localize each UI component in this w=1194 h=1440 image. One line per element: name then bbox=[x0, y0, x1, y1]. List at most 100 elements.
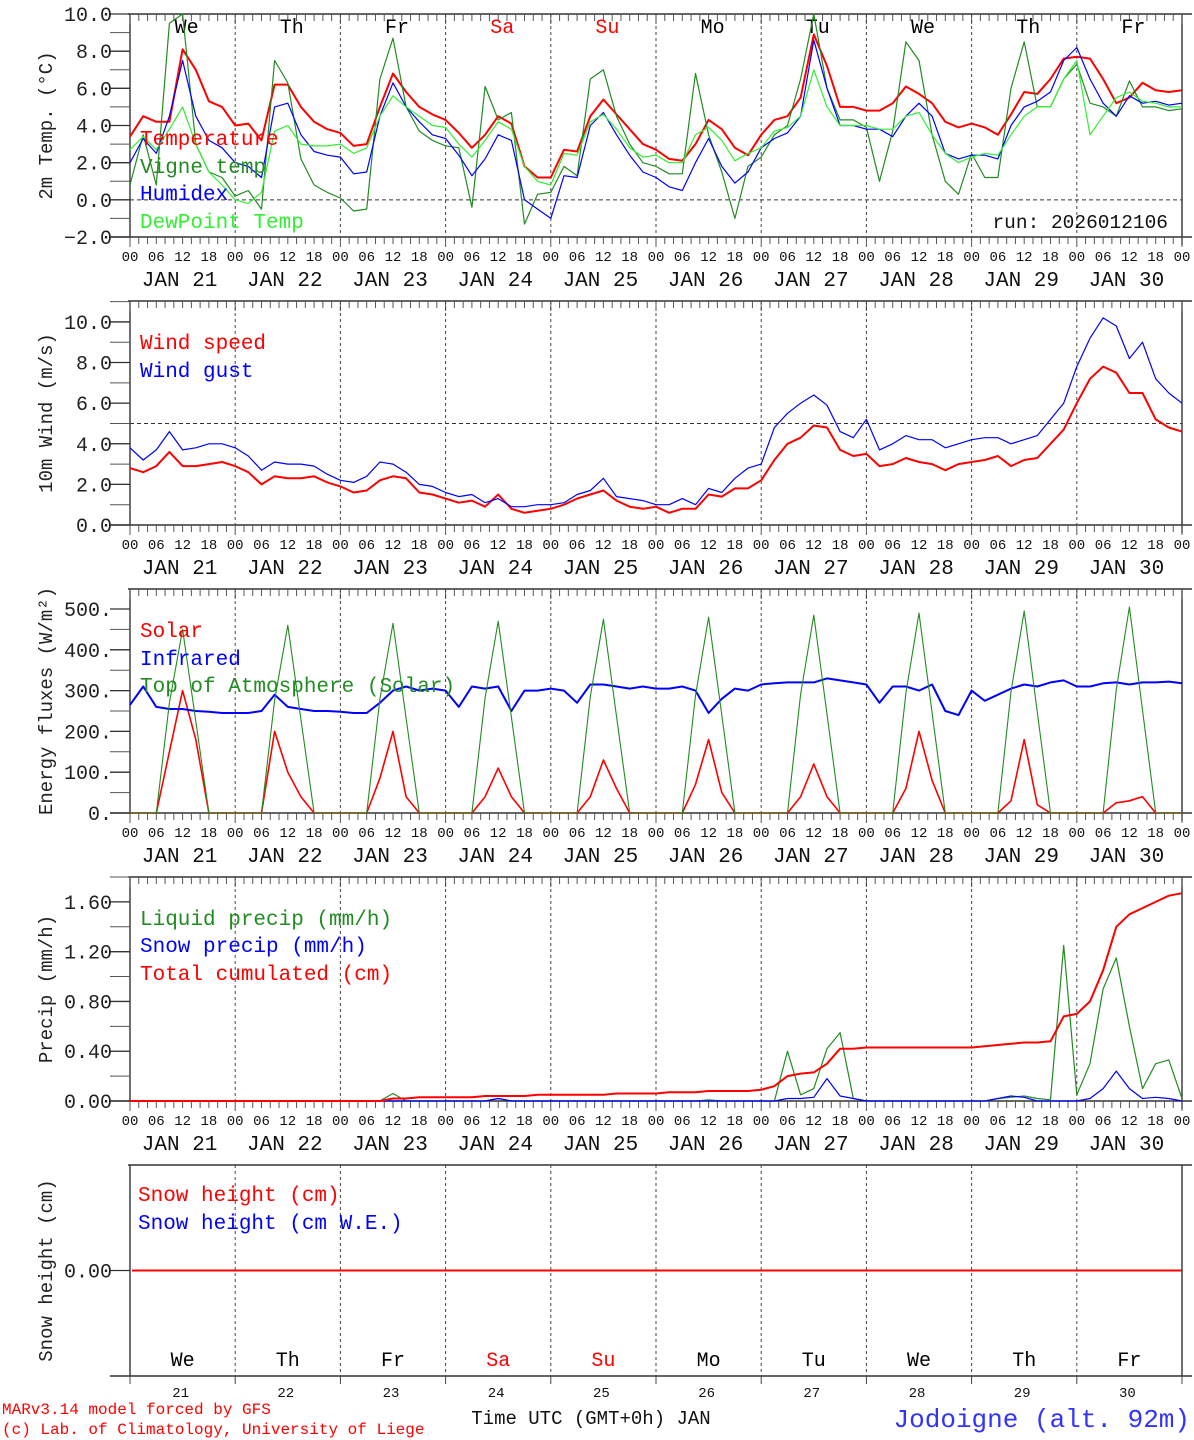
hour-tick-label: 18 bbox=[411, 1114, 428, 1130]
hour-tick-label: 00 bbox=[963, 826, 980, 842]
weekday-label: Sa bbox=[490, 17, 514, 40]
hour-tick-label: 06 bbox=[253, 250, 270, 266]
hour-tick-label: 00 bbox=[227, 250, 244, 266]
series-layer bbox=[129, 13, 1183, 1272]
model-credit: MARv3.14 model forced by GFS bbox=[2, 1401, 271, 1419]
hour-tick-label: 00 bbox=[753, 826, 770, 842]
hour-tick-label: 12 bbox=[1121, 826, 1138, 842]
hour-tick-label: 18 bbox=[200, 538, 217, 554]
day-number-label: 21 bbox=[172, 1386, 189, 1402]
hour-tick-label: 06 bbox=[779, 1114, 796, 1130]
hour-tick-label: 00 bbox=[437, 1114, 454, 1130]
y-axis-title: Snow height (cm) bbox=[36, 1179, 58, 1361]
date-label: JAN 21 bbox=[142, 270, 218, 293]
y-axis-title: Energy fluxes (W/m²) bbox=[36, 587, 58, 815]
hour-tick-label: 00 bbox=[648, 538, 665, 554]
hour-tick-label: 18 bbox=[726, 250, 743, 266]
weekday-label: Mo bbox=[697, 1350, 721, 1373]
y-tick-label: 6.0 bbox=[76, 394, 112, 417]
hour-tick-label: 00 bbox=[963, 538, 980, 554]
y-tick-label: 500. bbox=[64, 600, 112, 623]
hour-tick-label: 18 bbox=[621, 826, 638, 842]
hour-tick-label: 18 bbox=[726, 1114, 743, 1130]
hour-tick-label: 06 bbox=[779, 250, 796, 266]
legend-infrared: Infrared bbox=[140, 649, 241, 672]
date-label: JAN 28 bbox=[878, 558, 954, 581]
hour-tick-label: 06 bbox=[463, 1114, 480, 1130]
y-axis-title: 10m Wind (m/s) bbox=[36, 333, 58, 493]
hour-tick-label: 18 bbox=[1042, 250, 1059, 266]
hour-tick-label: 00 bbox=[332, 250, 349, 266]
hour-tick-label: 12 bbox=[595, 538, 612, 554]
date-label: JAN 29 bbox=[983, 1134, 1059, 1157]
hour-tick-label: 06 bbox=[674, 250, 691, 266]
date-label: JAN 24 bbox=[457, 846, 533, 869]
hour-tick-label: 00 bbox=[437, 250, 454, 266]
date-label: JAN 22 bbox=[247, 270, 323, 293]
hour-tick-label: 00 bbox=[648, 826, 665, 842]
hour-tick-label: 00 bbox=[227, 538, 244, 554]
hour-tick-label: 12 bbox=[279, 826, 296, 842]
date-label: JAN 29 bbox=[983, 846, 1059, 869]
hour-tick-label: 18 bbox=[621, 538, 638, 554]
y-tick-label: 400. bbox=[64, 641, 112, 664]
date-label: JAN 29 bbox=[983, 270, 1059, 293]
y-tick-label: 100. bbox=[64, 763, 112, 786]
series-line-infrared bbox=[129, 677, 1183, 717]
hour-tick-label: 12 bbox=[279, 1114, 296, 1130]
weekday-label: Sa bbox=[486, 1350, 510, 1373]
hour-tick-label: 18 bbox=[832, 826, 849, 842]
hour-tick-label: 18 bbox=[411, 826, 428, 842]
hour-tick-label: 00 bbox=[122, 826, 139, 842]
date-label: JAN 30 bbox=[1089, 846, 1165, 869]
hour-tick-label: 18 bbox=[200, 250, 217, 266]
weekday-label: Su bbox=[591, 1350, 615, 1373]
legend-wind-speed: Wind speed bbox=[140, 333, 266, 356]
hour-tick-label: 06 bbox=[358, 538, 375, 554]
y-axis-title: Precip (mm/h) bbox=[36, 915, 58, 1063]
hour-tick-label: 12 bbox=[805, 1114, 822, 1130]
hour-tick-label: 12 bbox=[1016, 538, 1033, 554]
hour-tick-label: 18 bbox=[200, 826, 217, 842]
weekday-label: Mo bbox=[701, 17, 725, 40]
date-label: JAN 23 bbox=[352, 558, 428, 581]
hour-tick-label: 00 bbox=[122, 538, 139, 554]
hour-tick-label: 12 bbox=[805, 538, 822, 554]
weekday-label: Fr bbox=[381, 1350, 405, 1373]
hour-tick-label: 06 bbox=[253, 826, 270, 842]
y-tick-label: 2.0 bbox=[76, 154, 112, 177]
hour-tick-label: 18 bbox=[516, 250, 533, 266]
hour-tick-label: 18 bbox=[306, 826, 323, 842]
hour-tick-label: 06 bbox=[463, 538, 480, 554]
legend-wind-gust: Wind gust bbox=[140, 361, 253, 384]
hour-tick-label: 12 bbox=[1016, 250, 1033, 266]
series-line-wind-gust bbox=[129, 317, 1183, 508]
date-label: JAN 23 bbox=[352, 270, 428, 293]
legend-snow-precip: Snow precip (mm/h) bbox=[140, 936, 367, 959]
hour-tick-label: 12 bbox=[279, 538, 296, 554]
weekday-label: Su bbox=[595, 17, 619, 40]
legend-vigne-temp: Vigne temp bbox=[140, 157, 266, 180]
hour-tick-label: 00 bbox=[858, 1114, 875, 1130]
hour-tick-label: 06 bbox=[1095, 1114, 1112, 1130]
hour-tick-label: 06 bbox=[1095, 826, 1112, 842]
hour-tick-label: 12 bbox=[174, 826, 191, 842]
hour-tick-label: 00 bbox=[858, 250, 875, 266]
hour-tick-label: 12 bbox=[490, 538, 507, 554]
hour-tick-label: 12 bbox=[595, 250, 612, 266]
hour-tick-label: 12 bbox=[911, 1114, 928, 1130]
date-label: JAN 24 bbox=[457, 558, 533, 581]
axes-layer: 00 06 12 18 00 06 12 18 00 06 12 18 00 06 12 18 00 06 12 18… bbox=[36, 5, 1192, 1402]
hour-tick-label: 06 bbox=[358, 826, 375, 842]
date-label: JAN 26 bbox=[668, 270, 744, 293]
hour-tick-label: 18 bbox=[411, 538, 428, 554]
y-tick-label: 200. bbox=[64, 722, 112, 745]
legend-snow-height-we: Snow height (cm W.E.) bbox=[138, 1213, 403, 1236]
weekday-label: We bbox=[171, 1350, 195, 1373]
hour-tick-label: 18 bbox=[937, 826, 954, 842]
hour-tick-label: 18 bbox=[621, 1114, 638, 1130]
weekday-label: Fr bbox=[1121, 17, 1145, 40]
date-label: JAN 30 bbox=[1089, 270, 1165, 293]
hour-tick-label: 00 bbox=[437, 826, 454, 842]
station-name: Jodoigne (alt. 92m) bbox=[894, 1405, 1190, 1435]
